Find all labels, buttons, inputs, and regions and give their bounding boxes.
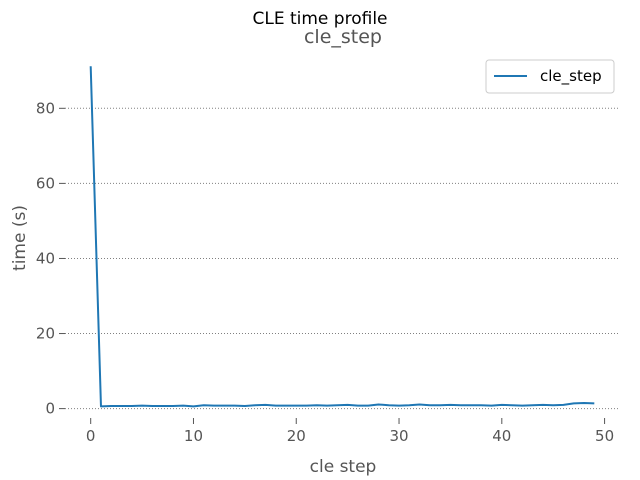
data-point (501, 404, 503, 406)
legend: cle_step (485, 59, 615, 94)
data-point (377, 403, 379, 405)
data-point (593, 402, 595, 404)
x-tick-label-10: 10 (184, 427, 203, 445)
data-point (213, 405, 215, 407)
data-point (244, 405, 246, 407)
series-line-0 (89, 66, 595, 408)
data-point (162, 405, 164, 407)
data-point (326, 405, 328, 407)
y-tick-label-40: 40 (36, 249, 55, 267)
data-point (532, 404, 534, 406)
y-tick-label-60: 60 (36, 174, 55, 192)
y-tick-label-0: 0 (45, 400, 55, 418)
data-point (295, 405, 297, 407)
data-point (552, 404, 554, 406)
data-point (521, 405, 523, 407)
data-point (336, 404, 338, 406)
x-tick-label-40: 40 (492, 427, 511, 445)
axes-title: cle_step (304, 26, 382, 48)
data-point (121, 405, 123, 407)
data-point (234, 405, 236, 407)
data-point (470, 404, 472, 406)
data-point (90, 65, 92, 67)
y-axis-ticks: 0 20 40 60 80 (36, 99, 65, 418)
y-tick-label-20: 20 (36, 325, 55, 343)
x-tick-label-30: 30 (389, 427, 408, 445)
data-point (110, 405, 112, 407)
data-point (419, 403, 421, 405)
data-point (264, 404, 266, 406)
data-point (460, 404, 462, 406)
data-point (573, 402, 575, 404)
data-point (172, 405, 174, 407)
data-point (562, 404, 564, 406)
data-point (429, 404, 431, 406)
x-axis-label: cle step (310, 457, 377, 477)
x-axis-ticks: 0 10 20 30 40 50 (86, 418, 614, 445)
series-layer (89, 65, 595, 408)
data-point (542, 404, 544, 406)
data-point (480, 404, 482, 406)
data-point (367, 405, 369, 407)
data-point (491, 405, 493, 407)
grid-lines (65, 107, 620, 410)
legend-label-cle-step: cle_step (540, 67, 602, 86)
data-point (439, 404, 441, 406)
data-point (316, 404, 318, 406)
legend-box (485, 59, 615, 94)
x-tick-label-50: 50 (595, 427, 614, 445)
data-point (192, 405, 194, 407)
data-point (151, 405, 153, 407)
data-point (254, 404, 256, 406)
data-point (388, 404, 390, 406)
data-point (583, 402, 585, 404)
data-point (131, 405, 133, 407)
data-point (347, 404, 349, 406)
data-point (100, 405, 102, 407)
y-tick-label-80: 80 (36, 99, 55, 117)
data-point (141, 405, 143, 407)
y-axis-label: time (s) (10, 205, 30, 271)
data-point (275, 405, 277, 407)
data-point (398, 405, 400, 407)
data-point (306, 405, 308, 407)
data-point (203, 404, 205, 406)
data-point (182, 405, 184, 407)
data-point (449, 404, 451, 406)
data-point (357, 405, 359, 407)
data-point (511, 404, 513, 406)
data-point (408, 404, 410, 406)
data-point (285, 405, 287, 407)
figure-title: CLE time profile (253, 9, 388, 29)
data-point (223, 405, 225, 407)
x-tick-label-0: 0 (86, 427, 96, 445)
x-tick-label-20: 20 (287, 427, 306, 445)
